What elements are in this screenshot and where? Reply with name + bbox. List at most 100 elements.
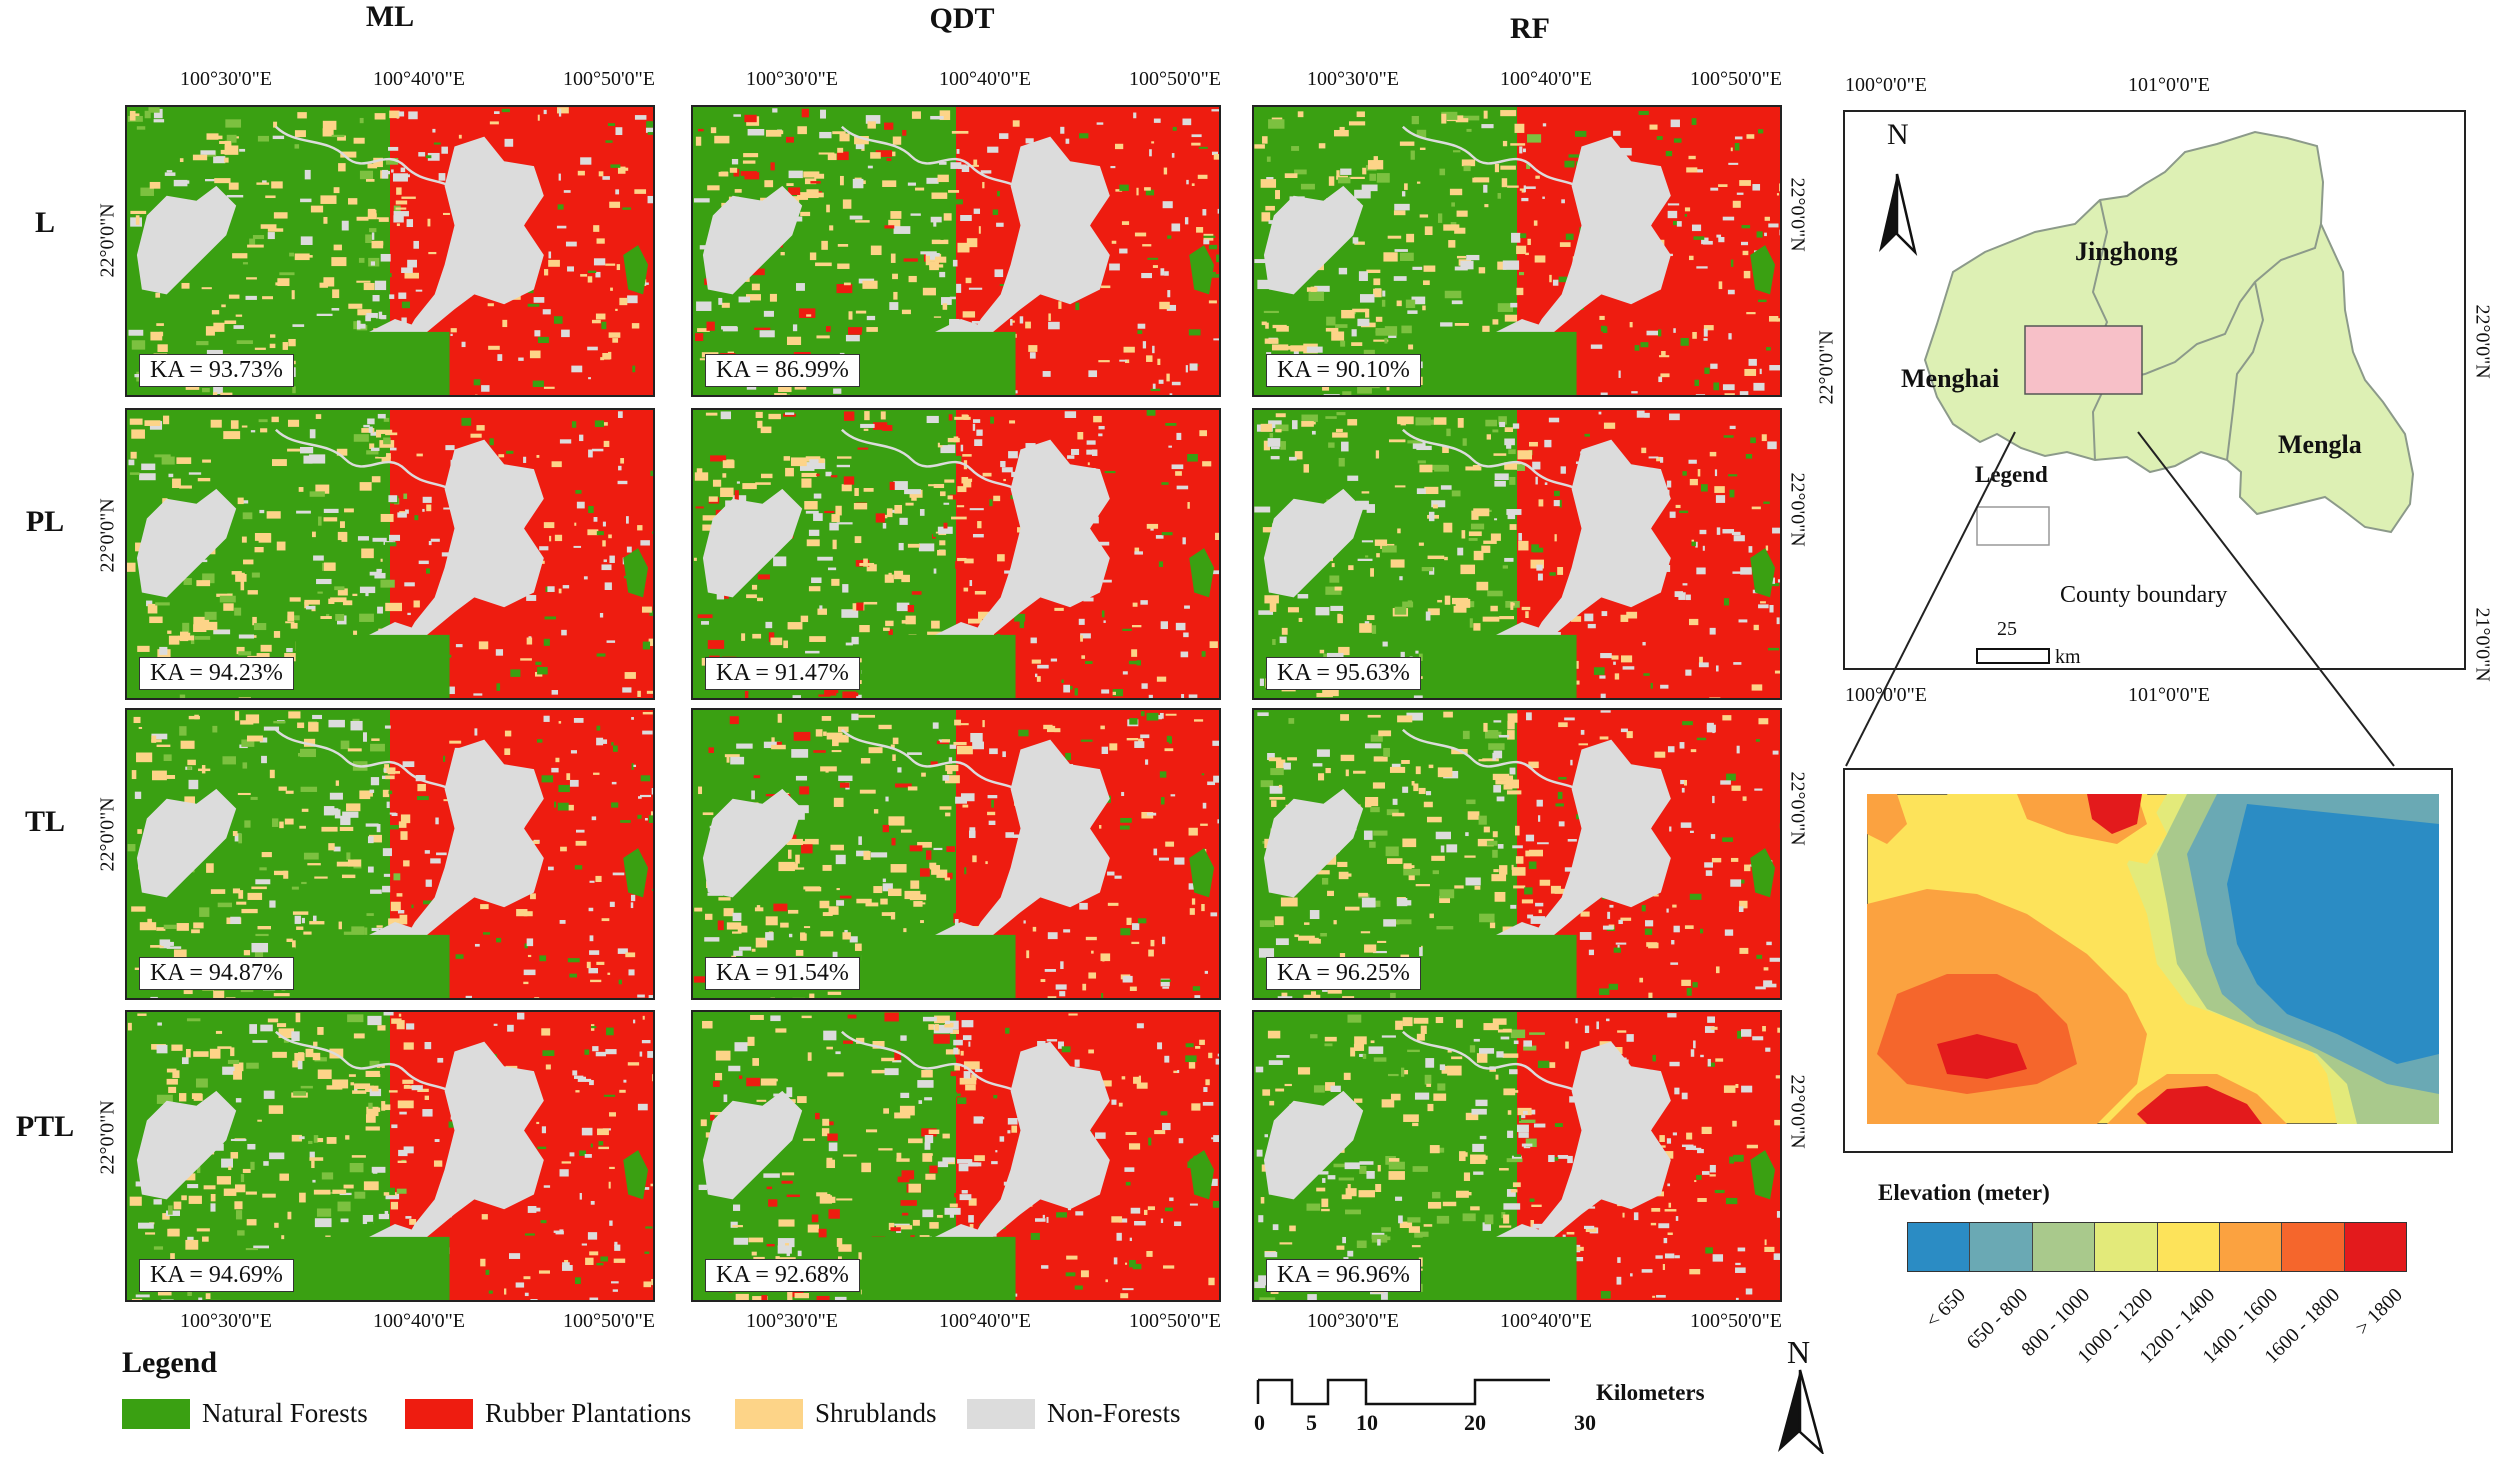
county-menghai: Menghai — [1901, 364, 2000, 393]
shrublands-swatch — [735, 1398, 803, 1429]
column-header-ml: ML — [365, 0, 415, 33]
lon-tick-top: 100°30'0"E — [1307, 68, 1399, 90]
rubber-plantations-swatch — [405, 1398, 473, 1429]
ka-label: KA = 90.10% — [1266, 354, 1421, 387]
map-panel-rf-ptl: KA = 96.96% — [1252, 1010, 1782, 1302]
lon-tick-bottom: 100°50'0"E — [563, 1310, 655, 1332]
elevation-class-swatch — [2344, 1223, 2406, 1271]
elevation-class-swatch — [1970, 1223, 2033, 1271]
lon-tick-top: 100°50'0"E — [1690, 68, 1782, 90]
elevation-color-bar — [1907, 1222, 2407, 1272]
scale-tick-30: 30 — [1574, 1410, 1596, 1435]
lon-tick-top: 100°30'0"E — [180, 68, 272, 90]
locator-scale-value: 25 — [1997, 618, 2017, 640]
lon-tick-top: 100°50'0"E — [1129, 68, 1221, 90]
lon-tick-top: 100°40'0"E — [939, 68, 1031, 90]
lon-tick-bottom: 100°40'0"E — [939, 1310, 1031, 1332]
lon-tick-bottom: 100°40'0"E — [1500, 1310, 1592, 1332]
scale-tick-10: 10 — [1356, 1410, 1378, 1435]
locator-lat-tick-right-2: 21°0'0"N — [2471, 607, 2494, 682]
non-forests-swatch — [967, 1398, 1035, 1429]
north-label: N — [1787, 1334, 1811, 1370]
locator-legend-title: Legend — [1975, 462, 2048, 487]
ka-label: KA = 93.73% — [139, 354, 294, 387]
elevation-class-swatch — [1908, 1223, 1971, 1271]
lon-tick-bottom: 100°40'0"E — [373, 1310, 465, 1332]
lon-tick-bottom: 100°50'0"E — [1129, 1310, 1221, 1332]
legend-label: Non-Forests — [1047, 1398, 1181, 1428]
legend-non-forests: Non-Forests — [967, 1398, 1181, 1429]
elevation-class-swatch — [2282, 1223, 2345, 1271]
map-panel-qdt-l: KA = 86.99% — [691, 105, 1221, 397]
legend-natural-forests: Natural Forests — [122, 1398, 368, 1429]
legend-label: Rubber Plantations — [485, 1398, 692, 1428]
elevation-class-swatch — [2032, 1223, 2096, 1271]
column-header-qdt: QDT — [929, 2, 995, 35]
legend-label: Shrublands — [815, 1398, 937, 1428]
elevation-class-label: < 650 — [1921, 1284, 1970, 1333]
lat-tick-left: 22°0'0"N — [96, 1100, 119, 1175]
map-panel-qdt-pl: KA = 91.47% — [691, 408, 1221, 700]
lon-tick-bottom: 100°50'0"E — [1690, 1310, 1782, 1332]
lon-tick-top: 100°30'0"E — [746, 68, 838, 90]
ka-label: KA = 95.63% — [1266, 657, 1421, 690]
map-panel-ml-pl: KA = 94.23% — [125, 408, 655, 700]
ka-label: KA = 94.87% — [139, 957, 294, 990]
map-panel-rf-tl: KA = 96.25% — [1252, 708, 1782, 1000]
ka-label: KA = 94.69% — [139, 1259, 294, 1292]
ka-label: KA = 94.23% — [139, 657, 294, 690]
ka-label: KA = 96.96% — [1266, 1259, 1421, 1292]
map-panel-rf-pl: KA = 95.63% — [1252, 408, 1782, 700]
lat-tick-left: 22°0'0"N — [96, 797, 119, 872]
ka-label: KA = 92.68% — [705, 1259, 860, 1292]
map-panel-ml-ptl: KA = 94.69% — [125, 1010, 655, 1302]
row-header-ptl: PTL — [15, 1110, 75, 1143]
locator-lon-tick-top-2: 101°0'0"E — [2128, 74, 2210, 96]
ka-label: KA = 96.25% — [1266, 957, 1421, 990]
map-panel-ml-tl: KA = 94.87% — [125, 708, 655, 1000]
ka-label: KA = 91.54% — [705, 957, 860, 990]
lat-tick-left: 22°0'0"N — [96, 498, 119, 573]
scale-unit: Kilometers — [1596, 1380, 1705, 1405]
lat-tick-left: 22°0'0"N — [96, 203, 119, 278]
locator-scale-unit: km — [2055, 646, 2081, 668]
lat-tick-right: 22°0'0"N — [1786, 771, 1809, 846]
lat-tick-right: 22°0'0"N — [1786, 472, 1809, 547]
map-panel-qdt-ptl: KA = 92.68% — [691, 1010, 1221, 1302]
map-panel-qdt-tl: KA = 91.54% — [691, 708, 1221, 1000]
elevation-class-swatch — [2157, 1223, 2220, 1271]
ka-label: KA = 86.99% — [705, 354, 860, 387]
locator-lat-tick-right-1: 22°0'0"N — [2471, 304, 2494, 379]
elevation-map — [1867, 794, 2439, 1124]
elevation-map-frame — [1843, 768, 2453, 1153]
north-arrow-icon — [1778, 1369, 1824, 1454]
locator-lon-tick-top-1: 100°0'0"E — [1845, 74, 1927, 96]
scale-tick-20: 20 — [1464, 1410, 1486, 1435]
row-header-l: L — [34, 206, 55, 239]
column-header-rf: RF — [1510, 12, 1550, 45]
scale-tick-5: 5 — [1306, 1410, 1317, 1435]
elevation-legend-title: Elevation (meter) — [1878, 1180, 2050, 1205]
locator-lon-tick-bottom-2: 101°0'0"E — [2128, 684, 2210, 706]
locator-map-frame: N Jinghong Menghai Mengla Legend County … — [1843, 110, 2466, 670]
lon-tick-top: 100°50'0"E — [563, 68, 655, 90]
lon-tick-bottom: 100°30'0"E — [746, 1310, 838, 1332]
lat-tick-right: 22°0'0"N — [1786, 1074, 1809, 1149]
legend-label: Natural Forests — [202, 1398, 368, 1428]
zoom-connector-lines — [1845, 431, 2395, 767]
row-header-pl: PL — [25, 505, 65, 538]
county-jinghong: Jinghong — [2075, 237, 2178, 266]
map-panel-ml-l: KA = 93.73% — [125, 105, 655, 397]
lon-tick-bottom: 100°30'0"E — [180, 1310, 272, 1332]
natural-forests-swatch — [122, 1398, 190, 1429]
locator-lat-tick-left: 22°0'0"N — [1815, 330, 1838, 405]
legend-shrublands: Shrublands — [735, 1398, 937, 1429]
ka-label: KA = 91.47% — [705, 657, 860, 690]
locator-north-label: N — [1887, 118, 1909, 151]
scale-tick-0: 0 — [1254, 1410, 1265, 1435]
locator-lon-tick-bottom-1: 100°0'0"E — [1845, 684, 1927, 706]
lon-tick-bottom: 100°30'0"E — [1307, 1310, 1399, 1332]
lat-tick-right: 22°0'0"N — [1786, 177, 1809, 252]
legend-rubber-plantations: Rubber Plantations — [405, 1398, 691, 1429]
elevation-class-swatch — [2219, 1223, 2283, 1271]
